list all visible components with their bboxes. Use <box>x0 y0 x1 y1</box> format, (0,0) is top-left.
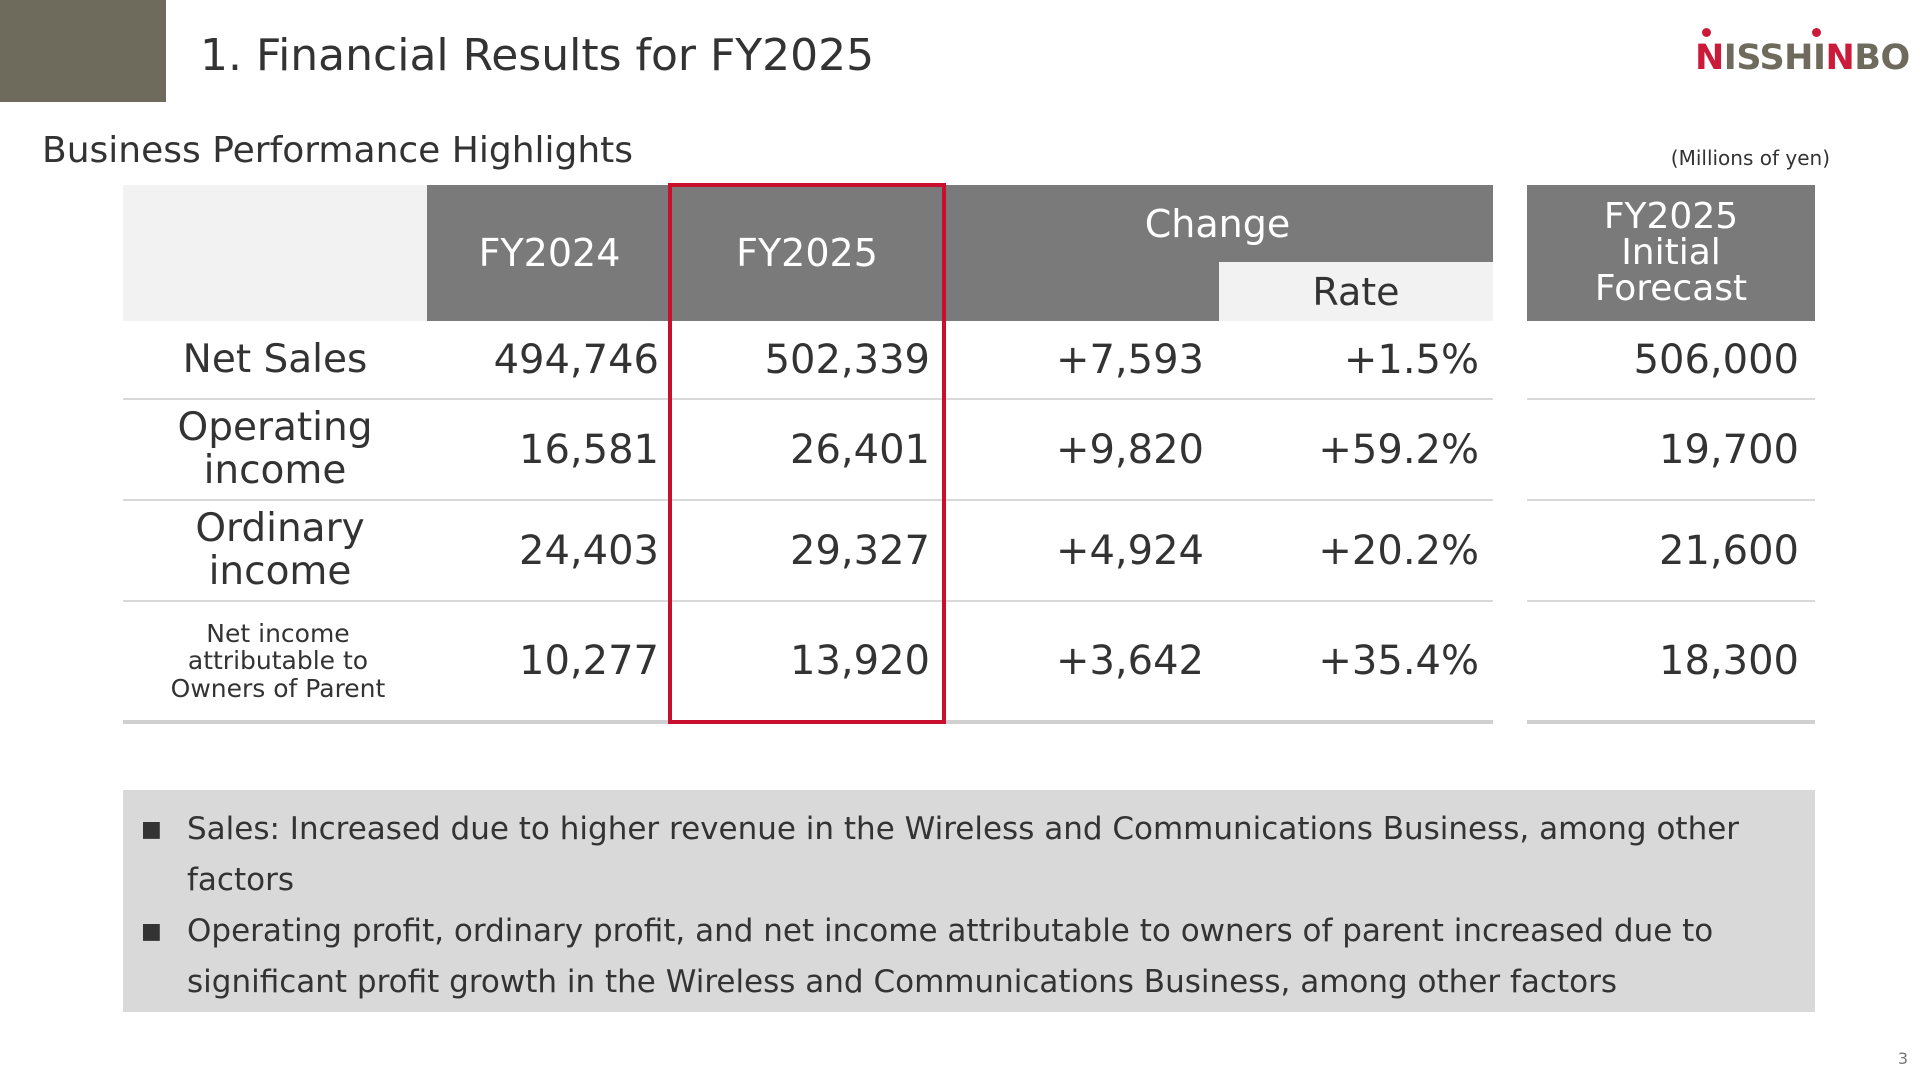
fy2024-value: 24,403 <box>519 528 659 574</box>
table-row: Ordinary income 24,403 29,327 +4,924 +20… <box>123 501 1815 601</box>
section-subtitle: Business Performance Highlights <box>42 130 634 171</box>
note-item: ■ Operating profit, ordinary profit, and… <box>133 906 1795 1008</box>
page-number: 3 <box>1897 1049 1908 1068</box>
change-value: +3,642 <box>1055 638 1204 684</box>
header-forecast: FY2025 Initial Forecast <box>1527 185 1815 321</box>
row-label: Net income attributable to Owners of Par… <box>170 618 386 703</box>
square-bullet-icon: ■ <box>141 817 162 842</box>
notes-box: ■ Sales: Increased due to higher revenue… <box>123 790 1815 1012</box>
fy2025-value: 26,401 <box>790 427 930 473</box>
note-item: ■ Sales: Increased due to higher revenue… <box>133 804 1795 906</box>
row-divider <box>123 600 1493 602</box>
fy2025-value: 29,327 <box>790 528 930 574</box>
row-divider <box>1527 499 1815 501</box>
fy2025-value: 502,339 <box>764 337 930 383</box>
fy2025-highlight-frame <box>668 183 946 724</box>
unit-note: (Millions of yen) <box>1670 146 1830 170</box>
nisshinbo-logo: NISSHINBO <box>1695 28 1910 84</box>
row-label: Ordinary income <box>195 506 365 594</box>
rate-value: +20.2% <box>1318 528 1479 574</box>
forecast-value: 19,700 <box>1659 427 1799 473</box>
forecast-value: 506,000 <box>1633 337 1799 383</box>
fy2024-value: 10,277 <box>519 638 659 684</box>
title-accent-block <box>0 0 166 102</box>
row-divider <box>123 499 1493 501</box>
change-value: +9,820 <box>1055 427 1204 473</box>
square-bullet-icon: ■ <box>141 919 162 944</box>
rate-value: +59.2% <box>1318 427 1479 473</box>
rate-value: +1.5% <box>1343 337 1479 383</box>
row-divider <box>1527 398 1815 400</box>
forecast-value: 18,300 <box>1659 638 1799 684</box>
table-row: Net Sales 494,746 502,339 +7,593 +1.5% 5… <box>123 321 1815 399</box>
note-text: Operating profit, ordinary profit, and n… <box>187 913 1714 1000</box>
row-label: Operating income <box>177 405 373 493</box>
rate-value: +35.4% <box>1318 638 1479 684</box>
row-label: Net Sales <box>182 336 368 382</box>
change-value: +4,924 <box>1055 528 1204 574</box>
forecast-value: 21,600 <box>1659 528 1799 574</box>
header-blank-cell <box>123 185 427 321</box>
table-bottom-rule <box>1527 720 1815 724</box>
table-row: Operating income 16,581 26,401 +9,820 +5… <box>123 400 1815 500</box>
header-fy2024: FY2024 <box>427 185 672 321</box>
fy2024-value: 494,746 <box>493 337 659 383</box>
logo-dot-icon <box>1812 28 1821 37</box>
header-fy2025: FY2025 <box>672 185 942 321</box>
header-rate: Rate <box>1219 262 1493 321</box>
note-text: Sales: Increased due to higher revenue i… <box>187 811 1740 898</box>
change-value: +7,593 <box>1055 337 1204 383</box>
fy2024-value: 16,581 <box>519 427 659 473</box>
table-row: Net income attributable to Owners of Par… <box>123 602 1815 720</box>
row-divider <box>123 398 1493 400</box>
fy2025-value: 13,920 <box>790 638 930 684</box>
slide-title: 1. Financial Results for FY2025 <box>200 30 875 81</box>
row-divider <box>1527 600 1815 602</box>
logo-dot-icon <box>1702 28 1711 37</box>
